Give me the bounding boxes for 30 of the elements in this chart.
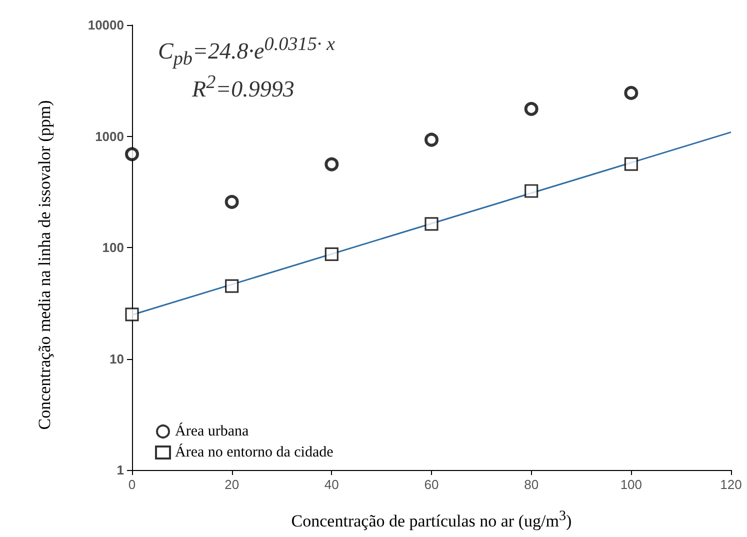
x-tick-label: 60 [424, 477, 439, 492]
point [125, 147, 139, 162]
x-tick-label: 20 [224, 477, 240, 492]
annotation: C$_{pb}$=24.8·e$^{0.0315· x}$ [158, 34, 335, 70]
point [424, 217, 438, 231]
point [624, 157, 638, 171]
y-axis-title: Concentração media na linha de issovalor (ppm) [35, 99, 55, 432]
x-tick-label: 40 [324, 477, 339, 492]
point [125, 308, 139, 322]
x-tick-label: 120 [720, 477, 742, 492]
point [524, 184, 538, 198]
x-axis-title: Concentração de partículas no ar (ug/m$^{3}$) [290, 508, 573, 532]
point [224, 194, 239, 209]
point [324, 247, 338, 262]
point [624, 86, 638, 100]
y-tick-label: 10000 [88, 18, 124, 32]
x-tick-label: 0 [128, 477, 136, 492]
annotation: R$^{2}$=0.9993 [192, 72, 294, 103]
legend-label: Área urbana [175, 422, 250, 440]
point [524, 102, 538, 116]
point [324, 157, 339, 172]
y-tick-label: 1 [116, 462, 124, 478]
y-tick-label: 10 [110, 351, 124, 366]
point [225, 279, 239, 293]
x-tick-label: 80 [524, 477, 539, 492]
y-tick-label: 100 [102, 240, 124, 255]
y-tick-label: 1000 [95, 128, 124, 144]
point [424, 132, 438, 147]
x-tick-label: 100 [620, 477, 642, 492]
legend-label: Área no entorno da cidade [175, 444, 334, 460]
